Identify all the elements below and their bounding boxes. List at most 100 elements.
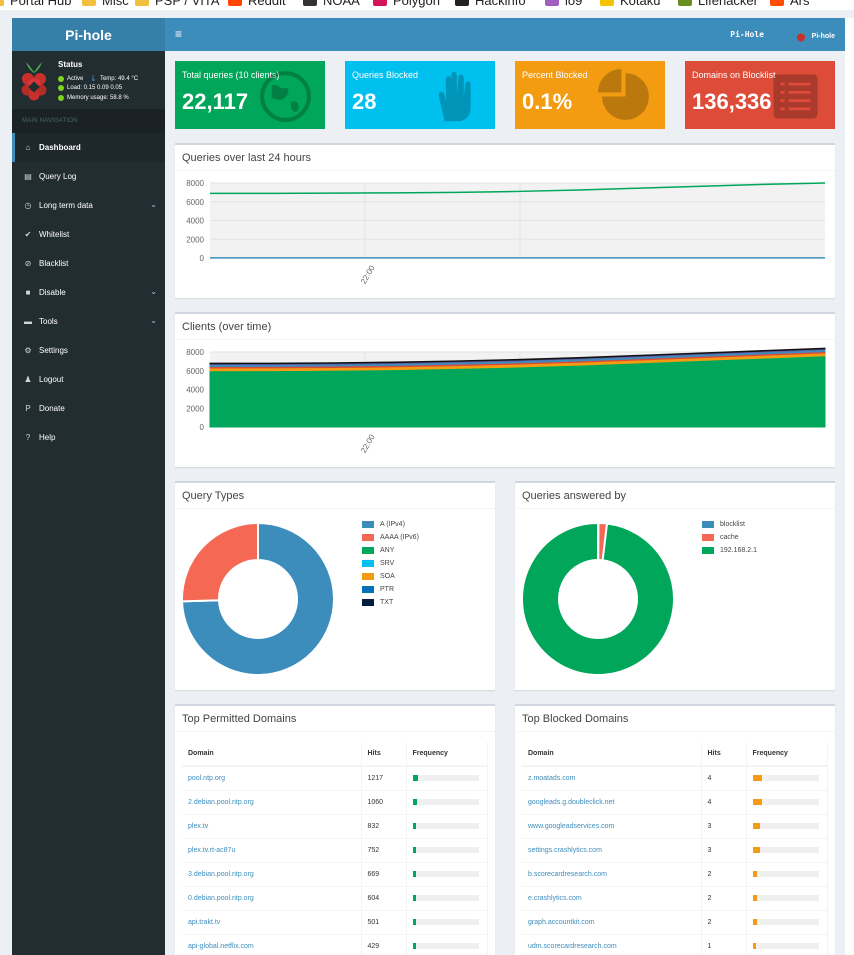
y-tick-label: 2000 [186, 404, 204, 413]
table-header-row: Domain Hits Frequency [522, 742, 828, 767]
status-title: Status [58, 60, 83, 69]
nav-label: Query Log [39, 172, 77, 181]
legend-item[interactable]: cache [702, 531, 757, 544]
domain-link[interactable]: b.scorecardresearch.com [522, 861, 702, 886]
domain-link[interactable]: 3.debian.pool.ntp.org [182, 861, 362, 886]
domain-link[interactable]: settings.crashlytics.com [522, 837, 702, 862]
table-row: plex.tv 832 [182, 813, 488, 838]
hits-cell: 669 [361, 861, 407, 886]
nav-item-dashboard[interactable]: ⌂ Dashboard [12, 133, 165, 162]
status-memory-text: Memory usage: 58.8 % [67, 95, 129, 101]
clock-icon: ◷ [24, 201, 32, 210]
legend-swatch [362, 560, 374, 567]
nav-item-logout[interactable]: ♟ Logout [12, 365, 165, 394]
bookmark-6[interactable]: Hackinfo [455, 0, 526, 7]
legend-item[interactable]: AAAA (IPv6) [362, 531, 419, 544]
bookmark-1[interactable]: Misc [82, 0, 129, 7]
column-header: Hits [361, 742, 407, 767]
menu-toggle-icon[interactable]: ≡ [175, 27, 183, 41]
folder-icon: ▬ [24, 317, 32, 326]
status-memory: Memory usage: 58.8 % [58, 95, 129, 101]
domain-link[interactable]: www.googleadservices.com [522, 813, 702, 838]
user-menu[interactable]: Pi-hole [796, 30, 835, 42]
nav-item-blacklist[interactable]: ⊘ Blacklist [12, 249, 165, 278]
load-dot-icon [58, 85, 64, 91]
frequency-fill [412, 943, 416, 950]
legend-item[interactable]: blocklist [702, 518, 757, 531]
frequency-fill [412, 799, 418, 805]
domain-link[interactable]: api-global.netflix.com [182, 933, 362, 955]
nav-item-whitelist[interactable]: ✔ Whitelist [12, 220, 165, 249]
legend-label: SOA [380, 573, 395, 580]
domain-link[interactable]: graph.accountkit.com [522, 909, 702, 934]
io9-icon [545, 0, 559, 6]
logo[interactable]: Pi-hole [12, 18, 165, 51]
bookmark-2[interactable]: PSP / VITA [135, 0, 220, 7]
frequency-fill [412, 895, 416, 901]
bookmark-3[interactable]: Reddit [228, 0, 286, 7]
nav-item-query-log[interactable]: ▤ Query Log [12, 162, 165, 191]
frequency-bar [412, 775, 479, 782]
list-icon [773, 74, 818, 119]
legend-label: cache [720, 534, 739, 541]
x-tick-label: 22:00 [359, 263, 377, 285]
legend-label: SRV [380, 560, 395, 567]
bookmark-9[interactable]: Lifehacker [678, 0, 758, 7]
stat-box-3: Domains on Blocklist 136,336 [685, 61, 835, 129]
star-icon [600, 0, 614, 6]
domain-link[interactable]: pool.ntp.org [182, 765, 362, 790]
polygon-icon [373, 0, 387, 6]
domain-link[interactable]: plex.tv [182, 813, 362, 838]
nav-item-disable[interactable]: ■ Disable ⌄ [12, 278, 165, 307]
table-header-row: Domain Hits Frequency [182, 742, 488, 767]
question-circle-icon: ? [25, 433, 31, 442]
bookmarks-bar: Portal Hub Misc PSP / VITA Reddit NOAA Polygo… [0, 0, 854, 10]
legend-item[interactable]: ANY [362, 544, 419, 557]
bookmark-8[interactable]: Kotaku [600, 0, 660, 7]
stat-label: Percent Blocked [522, 70, 588, 80]
y-tick-label: 8000 [186, 179, 204, 188]
query-types-panel: Query Types A (IPv4) AAAA (IPv6) ANY SRV SOA… [175, 481, 495, 690]
globe-icon [260, 71, 311, 122]
slice-192-168-2-1[interactable] [521, 521, 675, 676]
frequency-fill [412, 919, 416, 925]
stat-box-1: Queries Blocked 28 [345, 61, 495, 129]
slice-aaaa-ipv6-[interactable] [181, 521, 259, 603]
legend-item[interactable]: 192.168.2.1 [702, 544, 757, 557]
nav-label: Whitelist [39, 230, 70, 239]
frequency-fill [752, 823, 760, 829]
domain-link[interactable]: 0.debian.pool.ntp.org [182, 885, 362, 910]
reddit-icon [228, 0, 242, 6]
domain-link[interactable]: z.moatads.com [522, 765, 702, 790]
domain-link[interactable]: e.crashlytics.com [522, 885, 702, 910]
domain-link[interactable]: plex.tv.rt-ac87u [182, 837, 362, 862]
nav-item-help[interactable]: ? Help [12, 423, 165, 452]
legend-item[interactable]: SOA [362, 570, 419, 583]
domain-link[interactable]: api.trakt.tv [182, 909, 362, 934]
legend-item[interactable]: A (IPv4) [362, 518, 419, 531]
nav-item-long-term-data[interactable]: ◷ Long term data ⌄ [12, 191, 165, 220]
column-header: Domain [522, 742, 702, 767]
legend-item[interactable]: PTR [362, 583, 419, 596]
legend-item[interactable]: TXT [362, 596, 419, 609]
bookmark-7[interactable]: io9 [545, 0, 582, 7]
bookmark-4[interactable]: NOAA [303, 0, 360, 7]
domain-link[interactable]: googleads.g.doubleclick.net [522, 789, 702, 814]
nav-item-donate[interactable]: P Donate [12, 394, 165, 423]
nav-label: Help [39, 433, 56, 442]
domain-link[interactable]: 2.debian.pool.ntp.org [182, 789, 362, 814]
y-tick-label: 4000 [186, 217, 204, 226]
bookmark-10[interactable]: Ars [770, 0, 810, 7]
frequency-fill [752, 895, 758, 901]
legend-item[interactable]: SRV [362, 557, 419, 570]
domain-link[interactable]: udm.scorecardresearch.com [522, 933, 702, 955]
bookmark-0[interactable]: Portal Hub [0, 0, 71, 7]
y-tick-label: 6000 [186, 198, 204, 207]
frequency-cell [406, 837, 488, 862]
nav-item-settings[interactable]: ⚙ Settings [12, 336, 165, 365]
folder-icon [135, 0, 149, 6]
nav-item-tools[interactable]: ▬ Tools ⌄ [12, 307, 165, 336]
frequency-fill [752, 871, 758, 877]
slice-a-ipv4-[interactable] [181, 521, 335, 676]
bookmark-5[interactable]: Polygon [373, 0, 440, 7]
